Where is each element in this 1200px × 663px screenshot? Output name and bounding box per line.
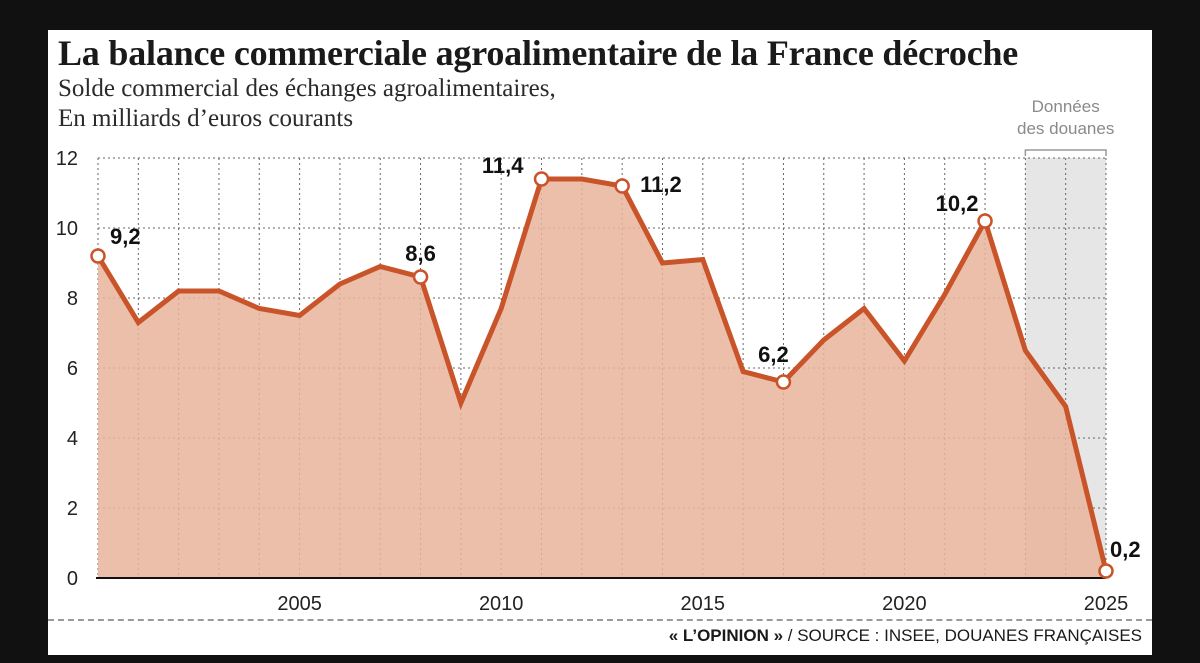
chart-subtitle-line2: En milliards d’euros courants xyxy=(58,105,354,132)
area-chart: Données des douanes 0 2 4 6 8 10 12 2005 2010 2015 2… xyxy=(56,97,1141,615)
x-tick-label: 2005 xyxy=(277,593,322,615)
x-tick-label: 2015 xyxy=(681,593,726,615)
data-point-marker xyxy=(412,269,429,285)
data-point-marker xyxy=(533,171,550,187)
data-label: 9,2 xyxy=(110,224,141,249)
y-tick-label: 12 xyxy=(56,148,78,170)
x-tick-label: 2010 xyxy=(479,593,524,615)
source-line: « L’OPINION » / SOURCE : INSEE, DOUANES … xyxy=(669,626,1142,646)
chart-card: La balance commerciale agroalimentaire d… xyxy=(48,30,1152,655)
x-tick-label: 2025 xyxy=(1084,593,1129,615)
shaded-region-bracket xyxy=(1024,149,1107,156)
y-tick-label: 2 xyxy=(67,498,78,520)
shaded-region-label: des douanes xyxy=(1017,119,1114,138)
source-text: / SOURCE : INSEE, DOUANES FRANÇAISES xyxy=(783,626,1142,645)
footer-divider xyxy=(48,619,1152,621)
shaded-region-label: Données xyxy=(1032,97,1100,116)
data-point-marker xyxy=(977,213,993,229)
source-brand: « L’OPINION » xyxy=(668,626,784,645)
y-tick-label: 6 xyxy=(67,358,78,380)
data-label: 10,2 xyxy=(936,191,979,216)
series-line xyxy=(95,176,1109,572)
data-label: 11,2 xyxy=(640,172,682,197)
x-tick-label: 2020 xyxy=(882,593,927,615)
data-point-marker xyxy=(775,374,792,390)
data-label: 0,2 xyxy=(1110,537,1141,562)
y-tick-label: 8 xyxy=(67,288,78,310)
data-label: 6,2 xyxy=(758,342,789,367)
y-tick-label: 10 xyxy=(56,218,78,240)
data-label: 8,6 xyxy=(405,241,436,266)
area-fill xyxy=(98,179,1106,578)
y-tick-label: 4 xyxy=(67,428,78,450)
data-point-marker xyxy=(614,178,630,194)
chart-subtitle-line1: Solde commercial des échanges agroalimen… xyxy=(58,75,556,102)
data-point-marker xyxy=(1098,563,1114,579)
data-point-marker xyxy=(90,248,106,264)
y-tick-label: 0 xyxy=(67,568,78,590)
chart-title: La balance commerciale agroalimentaire d… xyxy=(58,33,1019,73)
data-label: 11,4 xyxy=(482,153,524,178)
